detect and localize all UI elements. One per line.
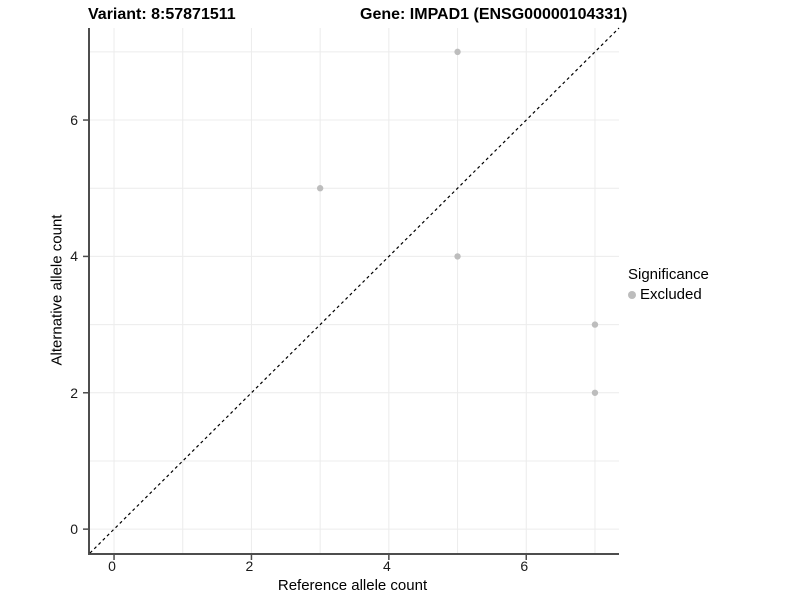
y-tick-label: 6 bbox=[70, 112, 78, 129]
x-tick-label: 6 bbox=[520, 558, 529, 574]
plot-title-gene: Gene: IMPAD1 (ENSG00000104331) bbox=[360, 6, 628, 23]
plot-panel bbox=[83, 27, 620, 560]
identity-line bbox=[89, 27, 620, 554]
x-tick-label: 2 bbox=[245, 558, 254, 574]
data-point bbox=[454, 253, 461, 260]
x-axis-title: Reference allele count bbox=[277, 577, 428, 594]
y-tick-label: 4 bbox=[70, 248, 78, 265]
y-axis-title: Alternative allele count bbox=[48, 214, 66, 366]
y-tick-label: 2 bbox=[70, 384, 78, 401]
plot-canvas bbox=[83, 27, 620, 560]
legend-item-label: Excluded bbox=[640, 286, 702, 303]
data-point bbox=[591, 389, 599, 396]
data-point bbox=[454, 48, 461, 56]
legend: Significance Excluded bbox=[628, 266, 709, 303]
legend-title: Significance bbox=[628, 266, 709, 283]
y-tick-label: 0 bbox=[70, 521, 78, 538]
x-tick-label: 4 bbox=[382, 558, 391, 574]
data-point bbox=[591, 321, 599, 328]
legend-marker-dot bbox=[628, 290, 636, 299]
x-tick-label: 0 bbox=[108, 558, 116, 574]
data-point bbox=[316, 185, 324, 192]
plot-title-variant: Variant: 8:57871511 bbox=[88, 6, 236, 23]
legend-item-excluded: Excluded bbox=[628, 286, 709, 303]
